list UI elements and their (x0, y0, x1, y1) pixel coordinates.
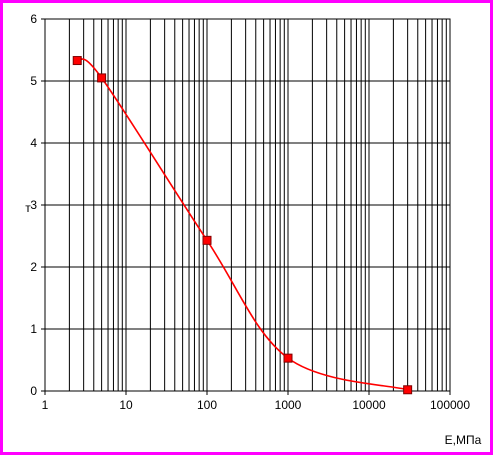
data-point-marker (283, 353, 293, 363)
data-point-marker (72, 56, 82, 66)
data-point-marker (403, 385, 413, 395)
data-point-marker (202, 235, 212, 245)
y-tick-label: 4 (30, 136, 37, 150)
x-tick-label: 10000 (352, 398, 386, 412)
x-tick-label: 10 (119, 398, 133, 412)
y-tick-label: 6 (30, 12, 37, 26)
series-line (76, 58, 408, 391)
y-axis-label: т (25, 201, 31, 215)
x-axis-label: Е,МПа (445, 433, 482, 447)
x-tick-label: 1 (42, 398, 49, 412)
x-tick-label: 100 (197, 398, 217, 412)
y-tick-label: 3 (30, 198, 37, 212)
grid (45, 19, 450, 391)
x-tick-label: 100000 (430, 398, 470, 412)
y-tick-label: 5 (30, 74, 37, 88)
y-tick-label: 2 (30, 260, 37, 274)
data-point-marker (97, 73, 107, 83)
y-tick-label: 1 (30, 322, 37, 336)
series-markers (72, 56, 413, 395)
x-tick-label: 1000 (275, 398, 302, 412)
x-axis-ticks: 1 10 100 1000 10000 100000 (42, 391, 470, 412)
y-tick-label: 0 (30, 384, 37, 398)
y-axis-ticks: 0 1 2 3 4 5 6 (30, 12, 45, 398)
